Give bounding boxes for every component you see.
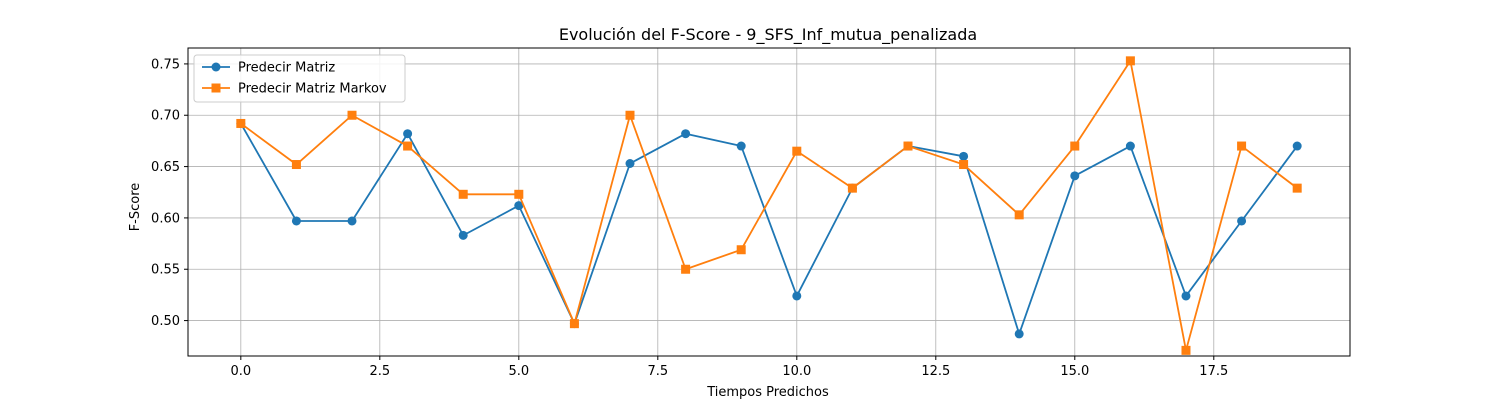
legend-marker <box>211 83 221 93</box>
plot-frame <box>187 47 1351 357</box>
data-point <box>1292 141 1302 151</box>
data-point <box>792 291 802 301</box>
data-point <box>1125 56 1135 66</box>
legend-marker <box>211 62 221 72</box>
data-point <box>736 245 746 255</box>
data-point <box>403 129 413 139</box>
legend-label: Predecir Matriz Markov <box>238 82 387 97</box>
x-tick-label: 10.0 <box>782 364 811 379</box>
data-point <box>458 230 468 240</box>
y-tick-label: 0.60 <box>151 211 180 226</box>
y-axis-label: F-Score <box>128 183 143 232</box>
data-point <box>792 146 802 156</box>
legend-item: Predecir Matriz Markov <box>202 82 387 97</box>
data-point <box>736 141 746 151</box>
data-point <box>903 141 913 151</box>
y-tick-label: 0.70 <box>151 109 180 124</box>
x-tick-label: 15.0 <box>1060 364 1089 379</box>
legend-label: Predecir Matriz <box>238 61 335 76</box>
data-point <box>458 189 468 199</box>
data-point <box>1181 291 1191 301</box>
x-tick-label: 12.5 <box>921 364 950 379</box>
axis-ticks: 0.0 2.5 5.0 7.5 10.0 12.5 15.0 17.5 0.50 0.55 0.60… <box>151 57 1228 379</box>
data-point <box>1292 183 1302 193</box>
y-tick-label: 0.65 <box>151 160 180 175</box>
x-tick-label: 0.0 <box>230 364 251 379</box>
x-tick-label: 2.5 <box>369 364 390 379</box>
data-point <box>1070 171 1080 181</box>
data-point <box>347 110 357 120</box>
data-point <box>959 151 969 161</box>
data-point <box>1014 210 1024 220</box>
data-point <box>681 129 691 139</box>
x-tick-label: 7.5 <box>647 364 668 379</box>
data-point <box>236 118 246 128</box>
data-point <box>291 160 301 170</box>
series-2 <box>236 56 1302 355</box>
y-tick-label: 0.50 <box>151 314 180 329</box>
data-point <box>681 264 691 274</box>
data-point <box>959 160 969 170</box>
data-point <box>625 159 635 168</box>
legend-box <box>193 54 406 103</box>
x-tick-label: 5.0 <box>508 364 529 379</box>
y-tick-label: 0.55 <box>151 263 180 278</box>
data-point <box>347 216 357 226</box>
x-tick-label: 17.5 <box>1199 364 1228 379</box>
data-point <box>569 319 579 329</box>
data-point <box>514 201 524 211</box>
legend-item: Predecir Matriz <box>202 61 335 76</box>
data-point <box>1014 329 1024 339</box>
data-point <box>1070 141 1080 151</box>
data-point <box>291 216 301 226</box>
data-point <box>625 110 635 120</box>
series-line <box>240 123 1298 335</box>
data-point <box>1125 141 1135 151</box>
series-layer <box>236 56 1302 355</box>
data-point <box>1237 216 1247 226</box>
series-line <box>240 59 1298 352</box>
y-tick-label: 0.75 <box>151 57 180 72</box>
data-point <box>1181 345 1191 355</box>
chart-title: Evolución del F-Score - 9_SFS_Inf_mutua_… <box>559 25 977 45</box>
data-point <box>847 183 857 193</box>
data-point <box>1237 141 1247 151</box>
legend: Predecir Matriz Predecir Matriz Markov <box>193 54 406 103</box>
data-point <box>403 141 413 151</box>
data-point <box>514 189 524 199</box>
x-axis-label: Tiempos Predichos <box>706 385 829 400</box>
